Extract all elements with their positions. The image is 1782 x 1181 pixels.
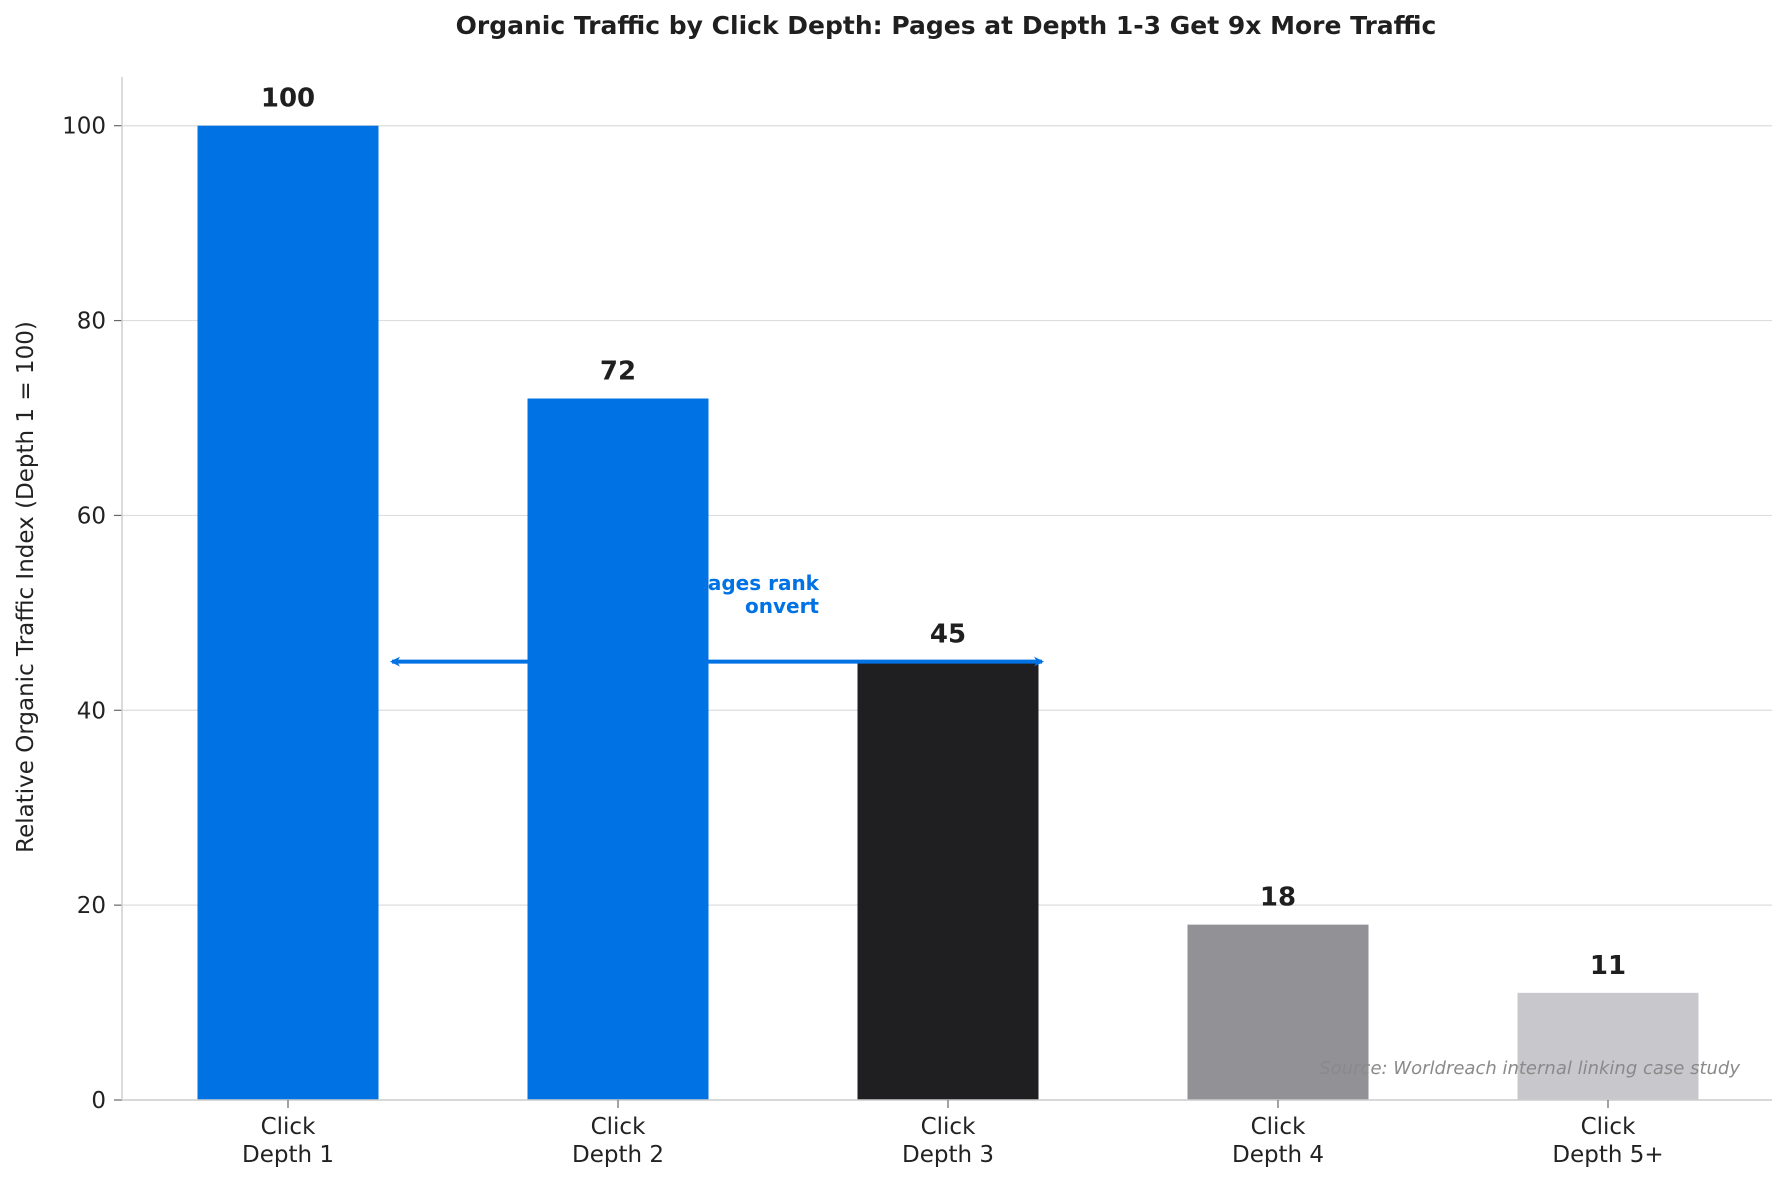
x-tick-label: Click [921, 1114, 976, 1140]
y-tick-label: 80 [77, 309, 106, 335]
bar-value-label: 45 [930, 620, 966, 650]
y-axis-label: Relative Organic Traffic Index (Depth 1 … [13, 321, 39, 853]
x-tick-label: Click [1251, 1114, 1306, 1140]
x-tick-label: Depth 4 [1232, 1142, 1324, 1168]
chart-title: Organic Traffic by Click Depth: Pages at… [456, 11, 1437, 40]
y-tick-label: 40 [77, 698, 106, 724]
x-tick-label: Click [261, 1114, 316, 1140]
x-tick-label: Depth 1 [242, 1142, 334, 1168]
gridlines [122, 125, 1772, 906]
bar-value-label: 100 [261, 84, 315, 114]
y-tick-label: 100 [62, 114, 106, 140]
y-tick-label: 0 [91, 1088, 106, 1114]
bar [197, 125, 379, 1100]
bar [1517, 992, 1699, 1100]
bar [857, 661, 1039, 1100]
y-tick-label: 20 [77, 893, 106, 919]
x-tick-label: Depth 5+ [1552, 1142, 1663, 1168]
bar-value-label: 72 [600, 357, 636, 387]
x-tick-label: Click [591, 1114, 646, 1140]
bars [197, 125, 1699, 1100]
x-tick-label: Click [1581, 1114, 1636, 1140]
annotation-text: onvert [745, 594, 819, 618]
axes [114, 77, 1772, 1108]
x-tick-label: Depth 3 [902, 1142, 994, 1168]
annotation-text: ages rank [708, 571, 820, 595]
source-note: Source: Worldreach internal linking case… [1319, 1058, 1740, 1079]
bar-value-label: 11 [1590, 951, 1626, 981]
x-tick-label: Depth 2 [572, 1142, 664, 1168]
y-tick-label: 60 [77, 503, 106, 529]
bar [1187, 924, 1369, 1100]
bar-overlay [527, 398, 709, 1100]
bar-value-label: 18 [1260, 883, 1296, 913]
